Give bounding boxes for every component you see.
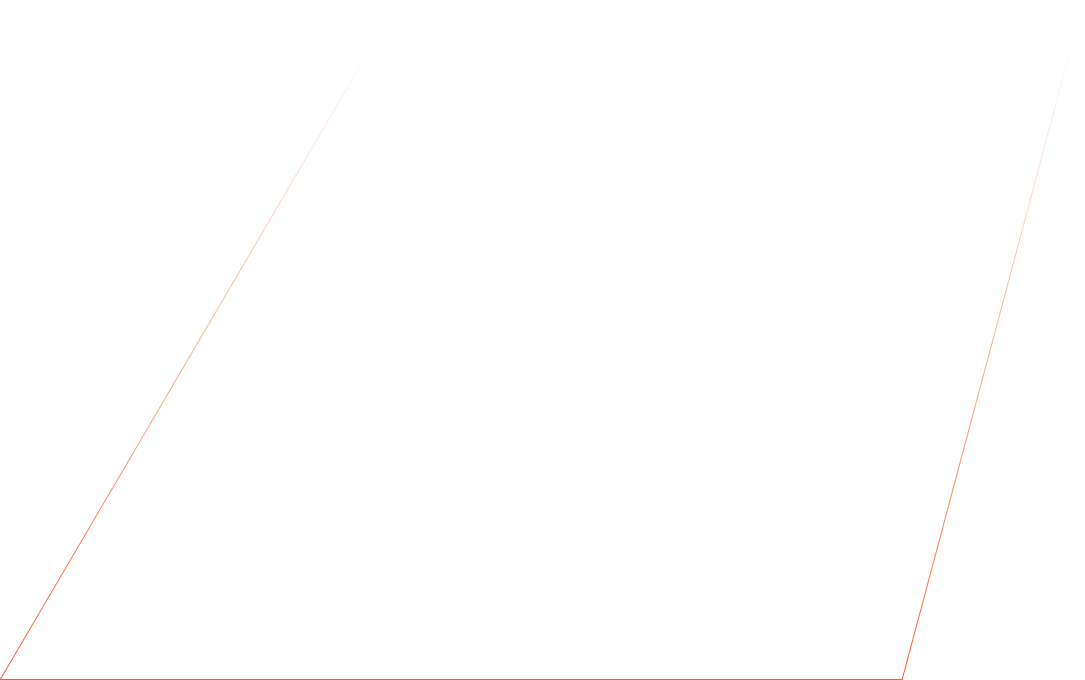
right-slanted-edge — [901, 39, 1074, 680]
left-slanted-edge — [0, 31, 381, 680]
